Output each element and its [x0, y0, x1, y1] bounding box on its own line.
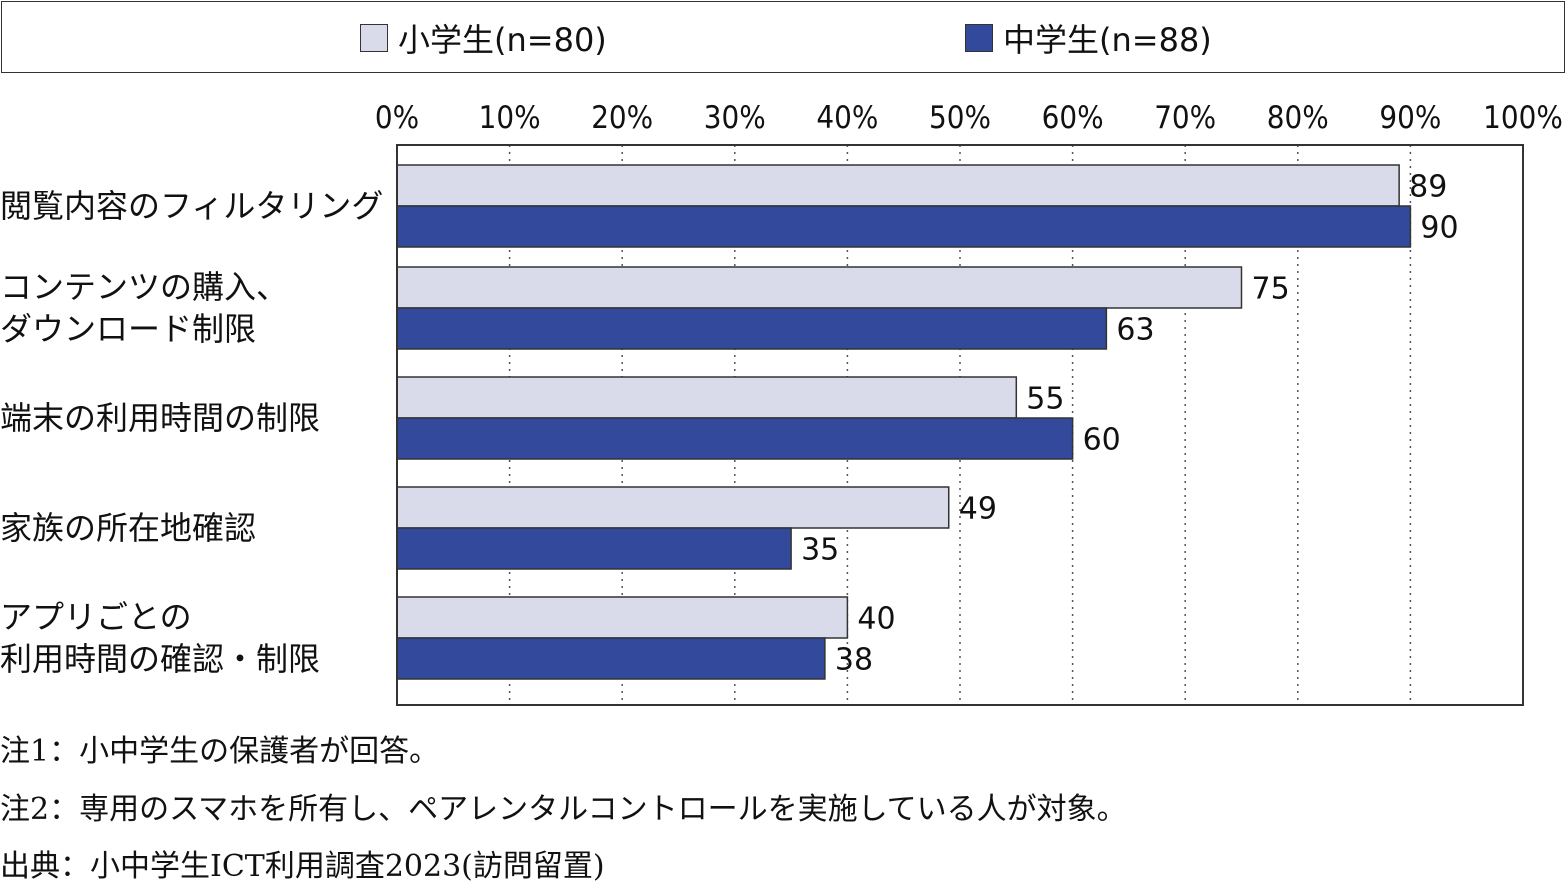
- x-tick-label: 40%: [816, 100, 878, 136]
- bar-value-label: 89: [1409, 170, 1447, 205]
- legend-swatch-elementary: [360, 24, 388, 52]
- legend-label-junior-high: 中学生(n=88): [1003, 21, 1212, 59]
- x-tick-label: 0%: [375, 100, 419, 136]
- bar-junior-high: [396, 307, 1108, 350]
- category-label: 端末の利用時間の制限: [0, 397, 390, 439]
- category-label-line: 閲覧内容のフィルタリング: [0, 187, 384, 225]
- bar-value-label: 90: [1420, 211, 1458, 246]
- category-label: コンテンツの購入、 ダウンロード制限: [0, 266, 390, 350]
- bar-junior-high: [396, 527, 792, 570]
- legend-swatch-junior-high: [965, 24, 993, 52]
- bar-elementary: [396, 376, 1018, 419]
- legend-item-junior-high: 中学生(n=88): [965, 20, 1212, 59]
- bar-elementary: [396, 596, 849, 639]
- category-label-line: ダウンロード制限: [0, 310, 257, 348]
- bar-value-label: 60: [1083, 423, 1121, 458]
- x-tick-label: 30%: [704, 100, 766, 136]
- category-label-line: 端末の利用時間の制限: [0, 399, 321, 437]
- bar-value-label: 75: [1252, 272, 1290, 307]
- category-label-line: アプリごとの: [0, 598, 192, 636]
- x-tick-label: 70%: [1154, 100, 1216, 136]
- category-label: 家族の所在地確認: [0, 507, 390, 549]
- category-label: 閲覧内容のフィルタリング: [0, 185, 390, 227]
- bar-value-label: 63: [1116, 313, 1154, 348]
- bar-junior-high: [396, 205, 1412, 248]
- x-tick-label: 90%: [1379, 100, 1441, 136]
- source-note: 出典：小中学生ICT利用調査2023(訪問留置): [0, 849, 605, 884]
- bar-value-label: 55: [1026, 382, 1064, 417]
- x-tick-label: 10%: [479, 100, 541, 136]
- bar-elementary: [396, 164, 1400, 207]
- note-2: 注2：専用のスマホを所有し、ペアレンタルコントロールを実施している人が対象。: [0, 792, 1127, 827]
- category-label-line: 利用時間の確認・制限: [0, 640, 321, 678]
- bar-value-label: 38: [835, 643, 873, 678]
- category-label: アプリごとの利用時間の確認・制限: [0, 596, 390, 680]
- bar-junior-high: [396, 417, 1074, 460]
- legend-label-elementary: 小学生(n=80): [398, 21, 607, 59]
- category-label-line: 家族の所在地確認: [0, 509, 257, 547]
- bar-value-label: 49: [959, 492, 997, 527]
- bar-junior-high: [396, 637, 826, 680]
- x-tick-label: 50%: [929, 100, 991, 136]
- bar-elementary: [396, 486, 950, 529]
- bar-value-label: 35: [801, 533, 839, 568]
- legend-item-elementary: 小学生(n=80): [360, 20, 607, 59]
- bar-value-label: 40: [857, 602, 895, 637]
- category-label-line: コンテンツの購入、: [0, 268, 289, 306]
- x-tick-label: 60%: [1042, 100, 1104, 136]
- x-tick-label: 100%: [1483, 100, 1563, 136]
- note-1: 注1：小中学生の保護者が回答。: [0, 734, 440, 769]
- x-tick-label: 20%: [591, 100, 653, 136]
- legend: 小学生(n=80) 中学生(n=88): [1, 1, 1565, 73]
- bar-elementary: [396, 266, 1243, 309]
- plot-frame: [396, 144, 1524, 706]
- x-tick-label: 80%: [1267, 100, 1329, 136]
